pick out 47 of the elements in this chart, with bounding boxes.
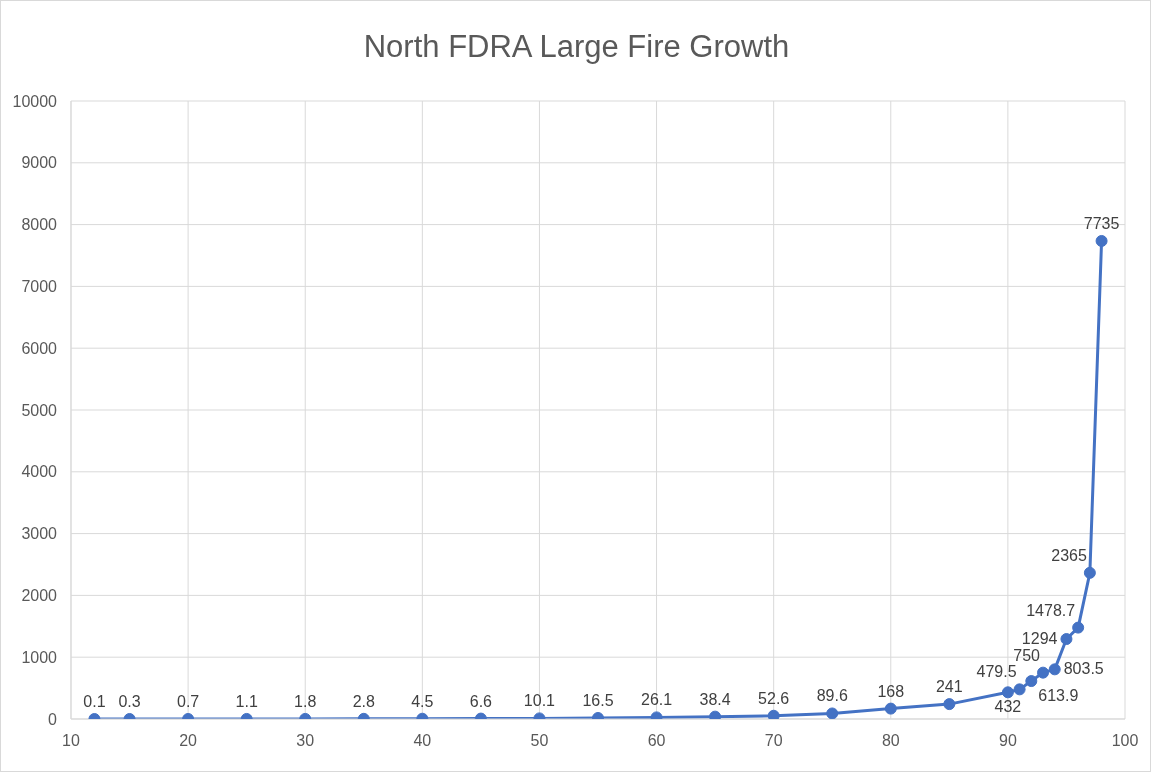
data-label: 7735 [1083, 214, 1120, 232]
data-label: 26.1 [640, 691, 673, 709]
data-label: 1478.7 [1026, 601, 1076, 619]
data-label: 38.4 [699, 690, 731, 708]
data-label: 750 [1013, 646, 1041, 664]
data-label: 0.7 [176, 692, 200, 710]
y-tick-label: 10000 [12, 92, 58, 110]
data-label: 432 [994, 698, 1022, 716]
x-tick-label: 30 [296, 732, 315, 750]
y-tick-label: 3000 [21, 525, 58, 543]
data-label: 6.6 [469, 692, 493, 710]
data-label: 613.9 [1038, 687, 1079, 705]
data-label: 168 [877, 682, 905, 700]
x-tick-label: 70 [764, 732, 783, 750]
y-tick-label: 8000 [21, 216, 58, 234]
x-tick-label: 10 [62, 732, 80, 750]
data-label: 4.5 [411, 692, 434, 710]
data-label: 479.5 [976, 663, 1017, 681]
y-tick-label: 1000 [21, 648, 58, 666]
y-tick-label: 7000 [21, 278, 58, 296]
data-label: 0.3 [118, 692, 141, 710]
data-label: 89.6 [816, 687, 848, 705]
y-tick-label: 4000 [21, 463, 58, 481]
x-tick-label: 100 [1111, 732, 1139, 750]
x-tick-label: 80 [881, 732, 900, 750]
x-tick-label: 60 [647, 732, 666, 750]
y-tick-label: 5000 [21, 401, 58, 419]
data-label: 1.8 [294, 692, 317, 710]
x-tick-label: 40 [413, 732, 432, 750]
y-tick-label: 0 [48, 710, 58, 728]
data-label: 1294 [1021, 630, 1058, 648]
x-tick-label: 90 [998, 732, 1017, 750]
data-label: 2.8 [352, 692, 375, 710]
y-tick-label: 2000 [21, 587, 58, 605]
data-label: 241 [935, 678, 963, 696]
data-label: 2365 [1051, 546, 1087, 564]
data-label: 803.5 [1063, 660, 1104, 678]
x-tick-label: 20 [179, 732, 198, 750]
y-tick-label: 6000 [21, 339, 58, 357]
data-label: 0.1 [83, 692, 106, 710]
chart-title: North FDRA Large Fire Growth [362, 29, 791, 65]
x-tick-label: 50 [530, 732, 549, 750]
y-tick-label: 9000 [21, 154, 58, 172]
data-label: 52.6 [758, 689, 790, 707]
data-label: 1.1 [235, 692, 258, 710]
data-label: 16.5 [582, 691, 614, 709]
data-label: 10.1 [523, 692, 556, 710]
